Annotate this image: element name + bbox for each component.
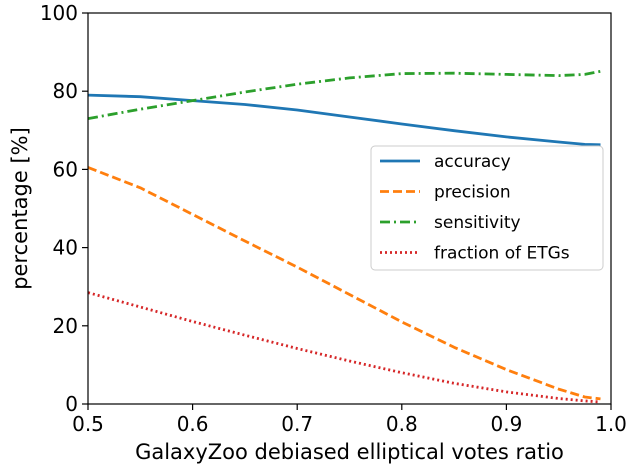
y-tick-label: 80 bbox=[53, 79, 78, 103]
y-tick-label: 60 bbox=[53, 157, 78, 181]
x-tick-label: 0.9 bbox=[490, 412, 522, 436]
legend-box bbox=[370, 145, 604, 271]
y-tick-label: 40 bbox=[53, 236, 78, 260]
x-tick-label: 0.8 bbox=[386, 412, 418, 436]
y-tick-label: 100 bbox=[40, 1, 78, 25]
series-line-precision bbox=[87, 166, 601, 401]
legend: accuracy precision sensitivity fraction of … bbox=[370, 145, 604, 271]
x-axis-ticks: 0.5 0.6 0.7 0.8 0.9 1.0 bbox=[72, 404, 627, 436]
legend-label-fraction-of-etgs: fraction of ETGs bbox=[434, 244, 570, 264]
series-lines bbox=[87, 69, 601, 404]
legend-label-accuracy: accuracy bbox=[434, 152, 511, 172]
y-tick-label: 0 bbox=[65, 392, 78, 416]
x-tick-label: 0.7 bbox=[281, 412, 313, 436]
x-tick-label: 1.0 bbox=[595, 412, 627, 436]
legend-label-sensitivity: sensitivity bbox=[434, 213, 521, 233]
series-line-fraction-of-etgs bbox=[87, 291, 601, 404]
y-axis-ticks: 0 20 40 60 80 100 bbox=[40, 1, 88, 416]
x-tick-label: 0.6 bbox=[177, 412, 209, 436]
series-line-sensitivity bbox=[87, 69, 601, 120]
series-line-accuracy bbox=[87, 93, 601, 147]
x-tick-label: 0.5 bbox=[72, 412, 104, 436]
y-tick-label: 20 bbox=[53, 314, 78, 338]
x-axis-title: GalaxyZoo debiased elliptical votes rati… bbox=[135, 440, 564, 464]
legend-label-precision: precision bbox=[434, 183, 511, 203]
y-axis-title: percentage [%] bbox=[8, 127, 32, 290]
plot-frame bbox=[87, 12, 612, 405]
